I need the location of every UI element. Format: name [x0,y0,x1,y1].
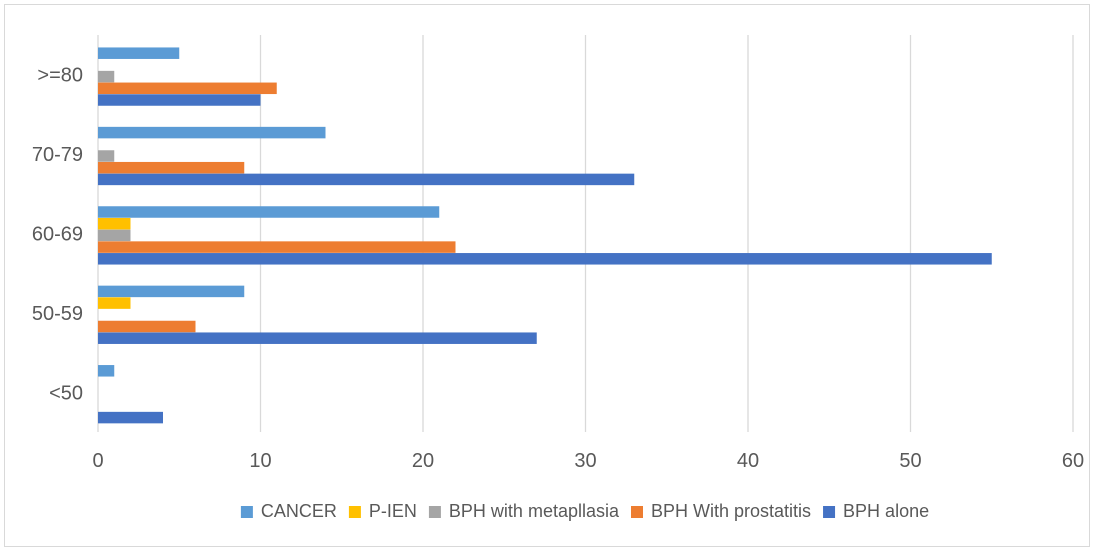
x-tick-label: 30 [574,450,596,472]
bar-bph-with-metapllasia-6069 [98,229,131,242]
legend-item: P-IEN [348,501,417,521]
legend-item: BPH With prostatitis [631,501,811,521]
legend-item: CANCER [240,501,337,521]
legend-label: BPH With prostatitis [651,501,811,521]
legend-swatch [240,506,253,518]
category-label: 60-69 [32,224,83,246]
legend-item: BPH with metapllasia [428,501,620,521]
bars [98,47,992,424]
legend-label: BPH with metapllasia [449,501,620,521]
bar-bph-with-prostatitis-6069 [98,241,456,253]
x-tick-label: 40 [737,450,759,472]
category-label: <50 [49,382,83,404]
bar-cancer-50 [98,365,115,377]
x-tick-label: 60 [1062,450,1084,472]
bar-bph-alone-5059 [98,332,537,344]
bar-bph-alone-50 [98,411,163,424]
category-label: 70-79 [32,144,83,166]
legend-item: BPH alone [823,501,929,521]
legend-swatch [428,506,441,518]
bar-bph-alone-7079 [98,173,635,186]
x-tick-label: 10 [249,450,271,472]
category-label: 50-59 [32,303,83,325]
bar-p-ien-5059 [98,297,131,309]
bar-bph-with-prostatitis-5059 [98,320,196,333]
x-tick-label: 50 [899,450,921,472]
legend-label: BPH alone [843,501,929,521]
bar-cancer-5059 [98,285,245,298]
bar-cancer-80 [98,47,180,59]
legend-swatch [823,506,836,518]
bar-bph-with-metapllasia-80 [98,70,115,83]
legend: CANCER P-IEN BPH with metapllasia BPH With … [240,501,929,521]
category-label: >=80 [37,65,83,87]
legend-label: CANCER [261,501,337,521]
bar-bph-with-prostatitis-80 [98,82,277,95]
category-labels: <50 50-59 60-69 70-79 >=80 [32,65,83,405]
bar-bph-alone-6069 [98,253,992,265]
legend-label: P-IEN [369,501,417,521]
legend-swatch [631,506,643,518]
x-tick-label: 0 [92,450,103,472]
bar-chart: <50 50-59 60-69 70-79 >=80 0 10 20 30 40 50 60 CAN… [32,35,1084,521]
x-tick-label: 20 [412,450,434,472]
bar-p-ien-6069 [98,217,131,230]
chart-frame: <50 50-59 60-69 70-79 >=80 0 10 20 30 40 50 60 CAN… [4,4,1090,547]
bar-bph-with-prostatitis-7079 [98,161,245,174]
bar-bph-alone-80 [98,94,261,106]
bar-cancer-6069 [98,206,440,218]
bar-bph-with-metapllasia-7079 [98,150,115,162]
x-axis-tick-labels: 0 10 20 30 40 50 60 [92,450,1084,472]
legend-swatch [348,506,361,518]
bar-cancer-7079 [98,126,326,139]
